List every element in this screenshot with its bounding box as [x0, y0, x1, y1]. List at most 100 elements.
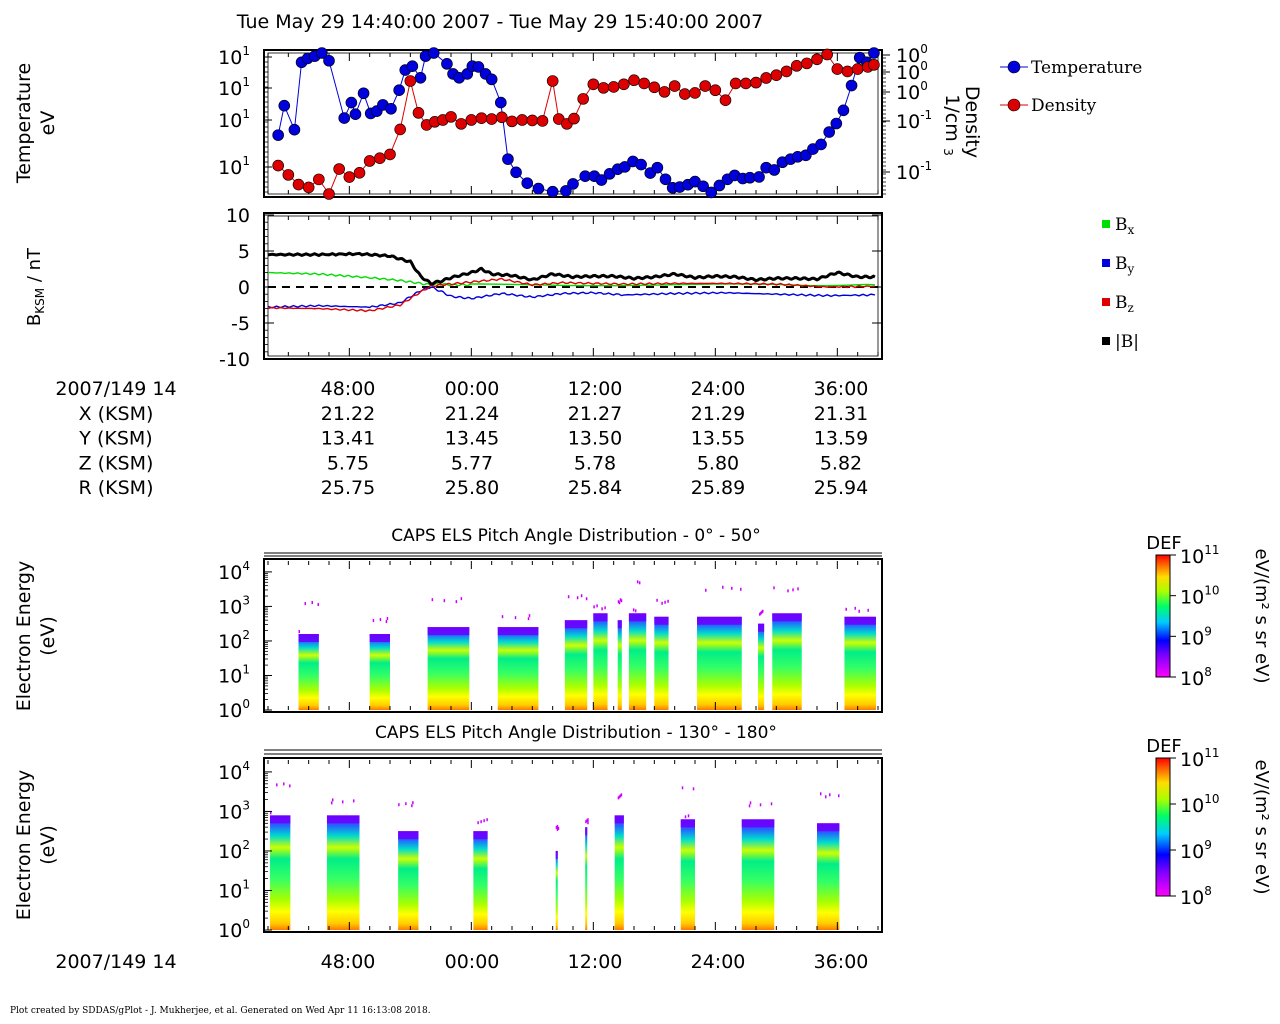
by-line: [267, 286, 876, 309]
legend-bmag-marker: [1102, 337, 1110, 345]
bfield-axis-label: BKSM / nT: [24, 247, 47, 326]
els-0-50-burst: [628, 613, 647, 710]
els-0-50-energy-label: Electron Energy: [13, 561, 35, 712]
ephemeris-value: 21.31: [814, 403, 868, 425]
ephemeris-value: 21.27: [568, 403, 622, 425]
els-130-180-burst-top: [585, 827, 588, 836]
density-point: [668, 80, 681, 92]
els-0-50-speck: [593, 605, 595, 609]
colorbar-130-180-def-label: DEF: [1146, 736, 1182, 757]
els-130-180-burst: [817, 823, 840, 930]
els-130-180-tick-label-exp: 0: [242, 917, 250, 931]
temperature-tick-label: 101: [218, 75, 250, 100]
els-130-180-speck: [283, 782, 285, 786]
els-130-180-panel: CAPS ELS Pitch Angle Distribution - 130°…: [13, 723, 883, 973]
temperature-point: [338, 112, 351, 124]
els-130-180-energy-unit: (eV): [37, 825, 59, 865]
temperature-point: [753, 171, 765, 183]
ephemeris-value: 25.80: [445, 477, 499, 499]
temperature-point: [414, 71, 427, 84]
density-point: [282, 169, 295, 181]
els-0-50-speck: [431, 598, 434, 602]
density-point: [740, 77, 752, 90]
els-0-50-speck: [317, 603, 319, 607]
density-point: [729, 77, 742, 90]
els-0-50-speck: [298, 630, 300, 634]
els-130-180-burst-top: [555, 850, 558, 859]
els-0-50-speck: [576, 596, 579, 600]
bfield-tick-label: 10: [226, 205, 250, 227]
els-130-180-burst: [585, 827, 588, 930]
density-point: [374, 152, 386, 165]
colorbar-0-50-gradient: [1155, 554, 1171, 678]
els-0-50-speck: [443, 599, 446, 603]
els-130-180-speck: [619, 794, 622, 798]
els-0-50-burst-top: [497, 627, 539, 636]
els-0-50-speck: [619, 598, 622, 602]
els-130-180-speck: [617, 796, 620, 800]
temperature-point: [567, 178, 579, 190]
legend-bz-marker: [1102, 298, 1110, 306]
ephemeris-value: 25.94: [814, 477, 868, 499]
density-point: [465, 114, 478, 126]
els-0-50-speck: [797, 587, 799, 591]
els-0-50-speck: [656, 598, 658, 602]
temperature-point: [393, 84, 405, 96]
ephemeris-value: 13.50: [568, 428, 622, 450]
els-130-180-burst: [473, 831, 488, 930]
els-130-180-burst: [270, 815, 291, 930]
els-0-50-panel: CAPS ELS Pitch Angle Distribution - 0° -…: [13, 526, 883, 722]
temperature-point: [288, 123, 301, 136]
els-0-50-burst: [758, 623, 765, 710]
colorbar-0-50-tick-label-base: 10: [1180, 546, 1204, 568]
density-tick-label-base: 10: [896, 111, 920, 133]
els-0-50-tick-label-base: 10: [218, 665, 242, 687]
density-point: [343, 171, 356, 183]
ephemeris-time-label: 00:00: [445, 378, 500, 400]
ephemeris-value: 13.41: [321, 428, 375, 450]
els-0-50-speck: [580, 594, 583, 598]
els-0-50-burst: [369, 634, 390, 710]
els-130-180-title: CAPS ELS Pitch Angle Distribution - 130°…: [375, 723, 777, 743]
els-0-50-speck: [773, 586, 775, 590]
density-tick-label: 100: [896, 59, 928, 84]
bottom-start-label: 2007/149 14: [55, 951, 176, 973]
els-0-50-speck: [632, 608, 635, 612]
els-0-50-speck: [722, 585, 724, 589]
els-130-180-burst: [614, 815, 624, 930]
density-tick-label: 10-1: [896, 108, 932, 133]
ephemeris-time-label: 48:00: [321, 378, 376, 400]
els-0-50-speck: [604, 606, 606, 610]
density-point: [648, 81, 661, 94]
density-tick-label-base: 10: [896, 45, 920, 67]
temperature-point: [768, 164, 781, 176]
els-0-50-speck: [854, 606, 856, 610]
density-point: [587, 78, 600, 91]
els-0-50-spectrogram: [298, 580, 876, 710]
els-0-50-burst: [497, 627, 539, 710]
ephemeris-time-label: 12:00: [568, 378, 623, 400]
density-tick-label-base: 10: [896, 62, 920, 84]
temperature-point: [705, 186, 718, 199]
els-130-180-speck: [681, 786, 684, 790]
density-point: [770, 69, 783, 82]
density-point: [516, 114, 528, 126]
density-point: [394, 123, 406, 136]
legend-bz-name: B: [1115, 293, 1128, 313]
temperature-point: [595, 174, 608, 186]
els-0-50-speck: [731, 586, 733, 590]
density-unit: 1/cm: [941, 94, 963, 141]
panel1-legend: Temperature Density: [1000, 58, 1142, 116]
els-130-180-burst: [398, 831, 419, 930]
density-point: [679, 88, 691, 100]
temperature-point: [619, 161, 631, 173]
temperature-point: [427, 47, 440, 59]
density-point: [496, 111, 508, 124]
els-0-50-speck: [372, 619, 375, 623]
els-0-50-tick-label-exp: 3: [242, 593, 250, 607]
els-0-50-tick-label: 100: [218, 697, 250, 722]
colorbar-130-180-gradient: [1155, 757, 1171, 897]
els-0-50-speck: [596, 604, 598, 608]
temperature-tick-label-base: 10: [218, 110, 242, 132]
legend-by-marker: [1102, 259, 1110, 267]
